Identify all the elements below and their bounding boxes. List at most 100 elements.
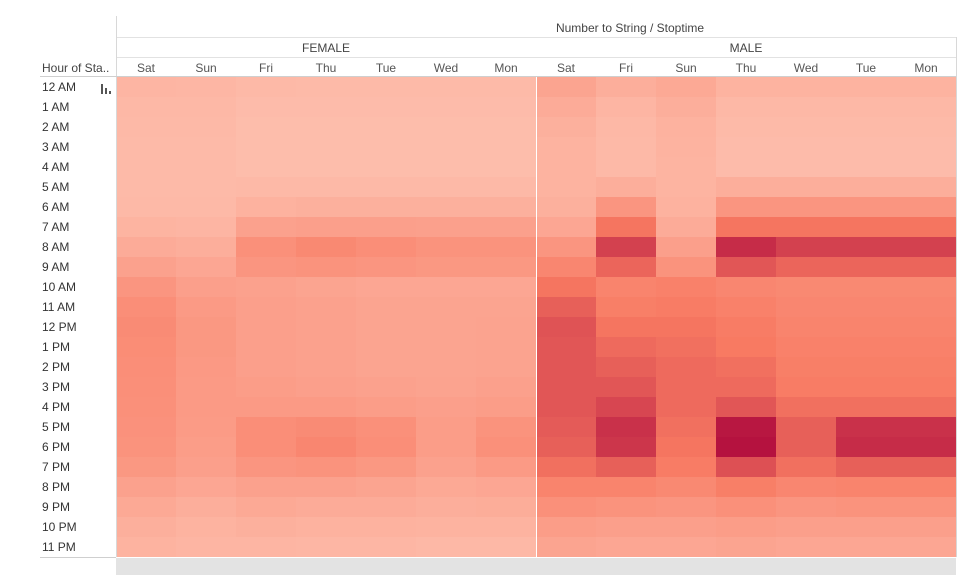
heatmap-cell[interactable]: [776, 477, 836, 497]
heatmap-cell[interactable]: [656, 377, 716, 397]
heatmap-cell[interactable]: [536, 197, 596, 217]
heatmap-cell[interactable]: [596, 497, 656, 517]
heatmap-cell[interactable]: [476, 517, 536, 537]
heatmap-cell[interactable]: [896, 537, 956, 557]
heatmap-cell[interactable]: [596, 157, 656, 177]
heatmap-cell[interactable]: [776, 537, 836, 557]
heatmap-cell[interactable]: [776, 457, 836, 477]
heatmap-cell[interactable]: [776, 137, 836, 157]
heatmap-cell[interactable]: [596, 357, 656, 377]
heatmap-cell[interactable]: [716, 397, 776, 417]
heatmap-cell[interactable]: [296, 237, 356, 257]
heatmap-cell[interactable]: [176, 477, 236, 497]
heatmap-cell[interactable]: [536, 257, 596, 277]
heatmap-cell[interactable]: [596, 377, 656, 397]
heatmap-cell[interactable]: [236, 117, 296, 137]
heatmap-cell[interactable]: [116, 197, 176, 217]
heatmap-cell[interactable]: [416, 297, 476, 317]
heatmap-cell[interactable]: [176, 317, 236, 337]
heatmap-cell[interactable]: [596, 457, 656, 477]
heatmap-cell[interactable]: [176, 77, 236, 97]
heatmap-cell[interactable]: [596, 257, 656, 277]
heatmap-cell[interactable]: [116, 317, 176, 337]
heatmap-cell[interactable]: [296, 457, 356, 477]
heatmap-cell[interactable]: [236, 457, 296, 477]
heatmap-cell[interactable]: [416, 157, 476, 177]
heatmap-cell[interactable]: [536, 297, 596, 317]
heatmap-cell[interactable]: [296, 277, 356, 297]
heatmap-cell[interactable]: [176, 257, 236, 277]
heatmap-cell[interactable]: [476, 77, 536, 97]
heatmap-cell[interactable]: [536, 277, 596, 297]
heatmap-cell[interactable]: [356, 237, 416, 257]
heatmap-cell[interactable]: [536, 157, 596, 177]
heatmap-cell[interactable]: [116, 377, 176, 397]
heatmap-cell[interactable]: [356, 337, 416, 357]
heatmap-cell[interactable]: [716, 117, 776, 137]
heatmap-cell[interactable]: [116, 117, 176, 137]
heatmap-cell[interactable]: [176, 437, 236, 457]
heatmap-cell[interactable]: [536, 517, 596, 537]
heatmap-cell[interactable]: [776, 97, 836, 117]
heatmap-cell[interactable]: [716, 537, 776, 557]
heatmap-cell[interactable]: [716, 97, 776, 117]
heatmap-cell[interactable]: [836, 377, 896, 397]
heatmap-cell[interactable]: [596, 117, 656, 137]
heatmap-cell[interactable]: [536, 177, 596, 197]
heatmap-cell[interactable]: [356, 137, 416, 157]
heatmap-cell[interactable]: [536, 397, 596, 417]
heatmap-cell[interactable]: [776, 357, 836, 377]
heatmap-cell[interactable]: [656, 397, 716, 417]
horizontal-scrollbar[interactable]: [116, 558, 956, 575]
heatmap-cell[interactable]: [356, 157, 416, 177]
heatmap-cell[interactable]: [836, 117, 896, 137]
heatmap-cell[interactable]: [476, 437, 536, 457]
heatmap-cell[interactable]: [536, 437, 596, 457]
heatmap-cell[interactable]: [716, 277, 776, 297]
heatmap-cell[interactable]: [536, 137, 596, 157]
heatmap-cell[interactable]: [596, 537, 656, 557]
heatmap-cell[interactable]: [716, 317, 776, 337]
heatmap-cell[interactable]: [776, 437, 836, 457]
heatmap-cell[interactable]: [116, 97, 176, 117]
heatmap-cell[interactable]: [176, 357, 236, 377]
heatmap-cell[interactable]: [116, 257, 176, 277]
heatmap-cell[interactable]: [656, 537, 716, 557]
heatmap-cell[interactable]: [476, 457, 536, 477]
heatmap-cell[interactable]: [236, 397, 296, 417]
heatmap-cell[interactable]: [596, 237, 656, 257]
heatmap-cell[interactable]: [296, 117, 356, 137]
heatmap-cell[interactable]: [416, 117, 476, 137]
heatmap-cell[interactable]: [536, 417, 596, 437]
heatmap-cell[interactable]: [476, 317, 536, 337]
heatmap-cell[interactable]: [296, 497, 356, 517]
heatmap-cell[interactable]: [656, 437, 716, 457]
heatmap-cell[interactable]: [776, 317, 836, 337]
heatmap-cell[interactable]: [896, 137, 956, 157]
heatmap-cell[interactable]: [236, 497, 296, 517]
heatmap-cell[interactable]: [776, 197, 836, 217]
heatmap-cell[interactable]: [116, 357, 176, 377]
heatmap-cell[interactable]: [296, 77, 356, 97]
heatmap-cell[interactable]: [716, 237, 776, 257]
heatmap-cell[interactable]: [656, 217, 716, 237]
heatmap-cell[interactable]: [296, 197, 356, 217]
heatmap-cell[interactable]: [776, 77, 836, 97]
heatmap-cell[interactable]: [116, 397, 176, 417]
heatmap-cell[interactable]: [476, 277, 536, 297]
heatmap-cell[interactable]: [716, 217, 776, 237]
heatmap-cell[interactable]: [656, 417, 716, 437]
heatmap-cell[interactable]: [296, 317, 356, 337]
heatmap-cell[interactable]: [296, 437, 356, 457]
heatmap-cell[interactable]: [536, 377, 596, 397]
heatmap-cell[interactable]: [896, 497, 956, 517]
heatmap-cell[interactable]: [476, 357, 536, 377]
heatmap-cell[interactable]: [416, 257, 476, 277]
heatmap-cell[interactable]: [356, 377, 416, 397]
heatmap-cell[interactable]: [416, 457, 476, 477]
heatmap-cell[interactable]: [416, 497, 476, 517]
heatmap-cell[interactable]: [236, 317, 296, 337]
heatmap-cell[interactable]: [356, 177, 416, 197]
heatmap-cell[interactable]: [776, 117, 836, 137]
heatmap-cell[interactable]: [536, 497, 596, 517]
